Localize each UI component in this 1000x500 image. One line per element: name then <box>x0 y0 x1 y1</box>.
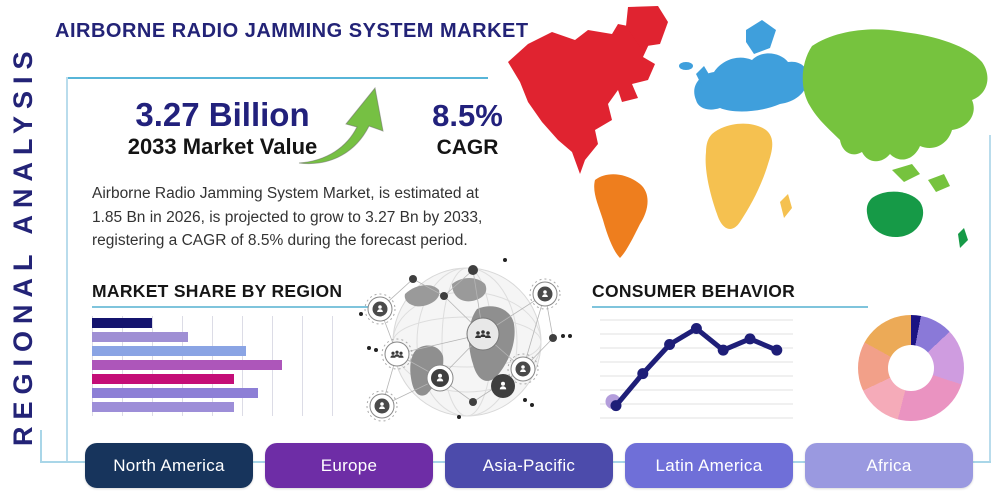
bar-chart-gridline <box>332 316 333 416</box>
bar-chart-title-underline <box>92 306 370 308</box>
region-se-asia-2 <box>928 174 950 192</box>
region-buttons: North America Europe Asia-Pacific Latin Ame… <box>85 443 973 488</box>
card-top-border <box>67 77 488 79</box>
bar <box>92 332 188 342</box>
bar <box>92 318 152 328</box>
region-button-asia-pacific[interactable]: Asia-Pacific <box>445 443 613 488</box>
region-button-north-america[interactable]: North America <box>85 443 253 488</box>
bar <box>92 360 282 370</box>
market-share-bar-chart <box>92 316 333 416</box>
continent-europe <box>694 53 809 112</box>
consumer-behavior-line-chart <box>595 312 870 424</box>
card-right-border <box>989 135 991 463</box>
line-chart-title-underline <box>592 306 868 308</box>
continent-north-america <box>508 24 655 174</box>
cagr-label: CAGR <box>436 136 499 159</box>
bar <box>92 402 234 412</box>
page-title: AIRBORNE RADIO JAMMING SYSTEM MARKET <box>55 20 529 42</box>
region-greenland <box>626 6 668 47</box>
network-node-icons <box>364 278 561 422</box>
donut-hole <box>888 345 934 391</box>
region-japan <box>962 80 976 102</box>
line-chart-svg <box>600 319 793 419</box>
region-button-africa[interactable]: Africa <box>805 443 973 488</box>
market-value-label: 2033 Market Value <box>127 134 318 159</box>
world-map <box>500 2 1000 264</box>
continent-africa <box>705 123 773 229</box>
growth-arrow-shape <box>298 86 384 165</box>
card-left-border <box>66 77 68 463</box>
region-new-zealand <box>958 228 968 248</box>
bar-chart-title: MARKET SHARE BY REGION <box>92 281 343 301</box>
market-description: Airborne Radio Jamming System Market, is… <box>92 185 483 250</box>
bar <box>92 346 246 356</box>
region-button-europe[interactable]: Europe <box>265 443 433 488</box>
connector-stub <box>40 430 42 463</box>
continent-asia <box>802 29 988 162</box>
donut-chart <box>858 315 964 421</box>
bar-chart-bars <box>92 318 332 416</box>
region-madagascar <box>780 194 792 218</box>
continent-australia <box>866 191 924 238</box>
region-uk <box>696 66 710 86</box>
region-iceland <box>679 62 693 70</box>
side-label-regional-analysis: REGIONAL ANALYSIS <box>8 44 38 446</box>
growth-arrow-icon <box>295 82 395 172</box>
cagr-stat: 8.5% <box>432 98 503 133</box>
globe-network-graphic <box>355 254 585 426</box>
bar <box>92 374 234 384</box>
bar <box>92 388 258 398</box>
region-se-asia-1 <box>892 164 920 182</box>
line-chart-title: CONSUMER BEHAVIOR <box>592 281 796 301</box>
market-value-stat: 3.27 Billion <box>135 96 310 133</box>
region-button-latin-america[interactable]: Latin America <box>625 443 793 488</box>
continent-south-america <box>594 174 648 258</box>
bar-chart-gridline <box>302 316 303 416</box>
region-scandinavia <box>746 20 776 54</box>
network-dots <box>359 258 572 419</box>
